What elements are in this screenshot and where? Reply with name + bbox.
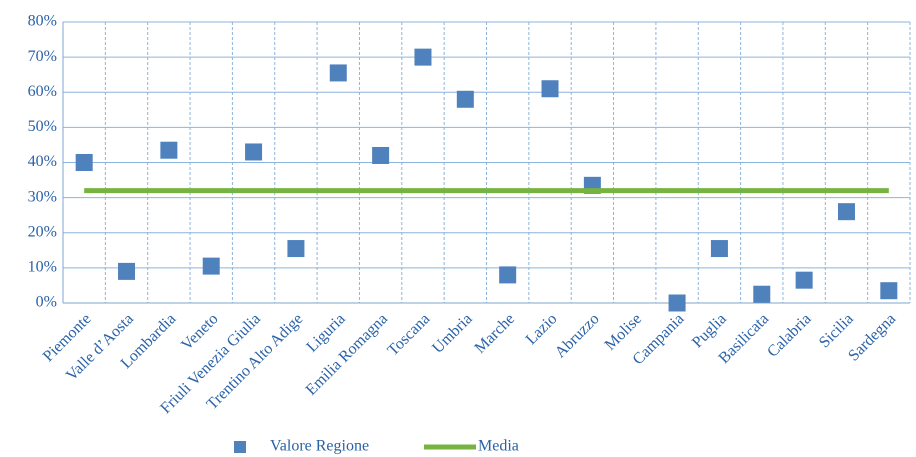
marker [837,203,855,221]
x-tick-label: Lazio [523,310,561,348]
marker [795,271,813,289]
x-tick-label: Umbria [429,310,476,357]
marker [245,143,263,161]
y-tick-label: 60% [28,83,57,100]
marker [710,240,728,258]
marker [287,240,305,258]
y-tick-label: 40% [28,153,57,170]
x-tick-label: Sicilia [816,310,857,351]
marker [668,294,686,312]
y-tick-label: 80% [28,13,57,30]
legend-label: Valore Regione [270,438,369,455]
y-tick-label: 10% [28,259,57,276]
x-tick-label: Toscana [384,310,433,359]
y-tick-label: 0% [36,294,57,311]
marker [456,90,474,108]
x-tick-label: Calabria [764,310,814,360]
marker [541,80,559,98]
x-tick-label: Puglia [689,310,730,351]
marker [160,141,178,159]
marker [414,48,432,66]
marker [329,64,347,82]
legend-label: Media [478,438,519,455]
x-tick-label: Abruzzo [552,310,603,361]
y-tick-label: 70% [28,48,57,65]
y-tick-label: 50% [28,118,57,135]
marker [499,266,517,284]
marker [75,154,93,171]
marker [880,282,898,300]
legend-marker [234,441,246,453]
y-tick-label: 20% [28,223,57,240]
marker [372,146,390,164]
marker [202,257,220,275]
x-tick-label: Marche [472,310,519,357]
x-tick-label: Sardegna [845,310,899,364]
y-tick-label: 30% [28,188,57,205]
marker [118,262,136,280]
marker [753,285,771,303]
